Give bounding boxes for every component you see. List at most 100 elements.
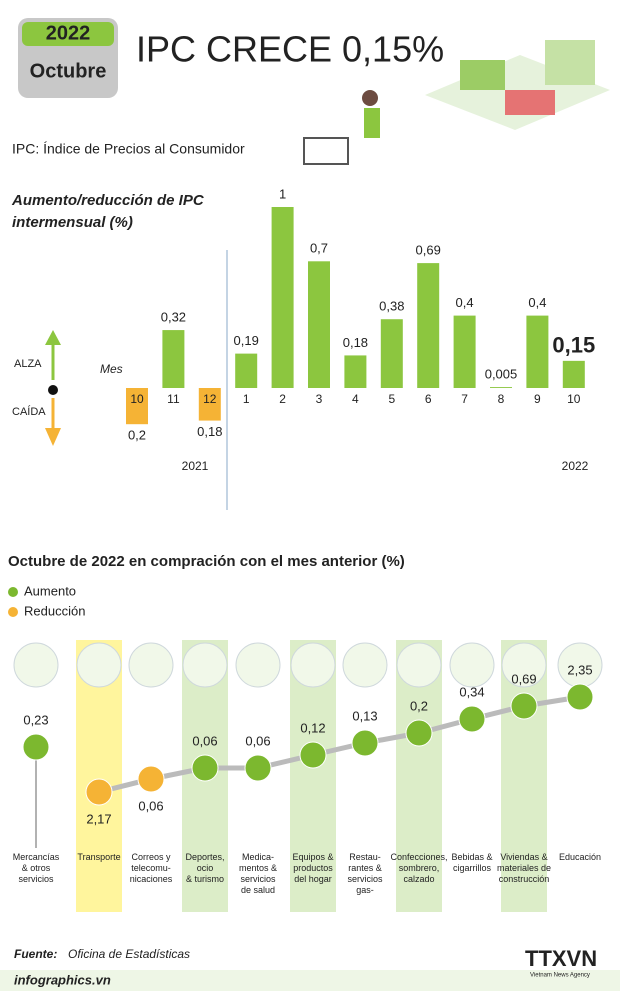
shop-stand xyxy=(505,90,555,115)
shop-stand xyxy=(460,60,505,90)
value-label: 0,15 xyxy=(552,333,595,358)
icon xyxy=(182,642,228,688)
dot xyxy=(351,729,379,757)
value-label: 2,17 xyxy=(86,811,111,826)
dot xyxy=(458,705,486,733)
x-tick-label: Medica- mentos & servicios de salud xyxy=(238,852,278,895)
legend-label: Aumento xyxy=(24,583,76,598)
value-label: 0,2 xyxy=(128,428,146,443)
year: 2022 xyxy=(46,22,91,44)
site: infographics.vn xyxy=(14,972,111,987)
x-tick-label: 2 xyxy=(279,392,286,406)
dot xyxy=(510,692,538,720)
value-label: 0,4 xyxy=(456,295,474,310)
x-tick-label: 10 xyxy=(567,392,581,406)
value-label: 0,06 xyxy=(245,733,270,748)
connector xyxy=(98,694,581,795)
value-label: 1 xyxy=(279,186,286,201)
bar xyxy=(126,388,148,425)
source: Oficina de Estadísticas xyxy=(68,947,190,961)
icon xyxy=(342,642,388,688)
x-tick-label: 3 xyxy=(316,392,323,406)
icon xyxy=(501,642,547,688)
bar xyxy=(417,263,440,388)
x-tick-label: 10 xyxy=(130,392,144,406)
x-tick-label: 7 xyxy=(461,392,468,406)
value-label: 0,69 xyxy=(416,243,441,258)
shopper xyxy=(364,108,380,138)
bar xyxy=(162,330,185,388)
value-label: 0,4 xyxy=(528,295,546,310)
up-label: ALZA xyxy=(14,358,42,370)
value-label: 2,35 xyxy=(567,662,592,677)
up-arrow-head xyxy=(45,330,61,345)
x-tick-label: 5 xyxy=(388,392,395,406)
bar xyxy=(380,319,403,388)
arrow-dot xyxy=(48,385,58,395)
bar xyxy=(490,387,512,388)
x-tick-label: Restau- rantes & servicios gas- xyxy=(347,852,383,895)
bar xyxy=(271,207,294,388)
icon xyxy=(128,642,174,688)
x-tick-label: Educación xyxy=(558,852,602,862)
footer-bar xyxy=(0,970,620,991)
value-label: 0,19 xyxy=(234,333,259,348)
x-tick-label: Confecciones, sombrero, calzado xyxy=(390,852,448,884)
badge-top xyxy=(22,22,114,46)
down-arrow-head xyxy=(45,428,61,446)
value-label: 0,18 xyxy=(197,424,222,439)
dot xyxy=(191,754,219,782)
x-tick-label: 11 xyxy=(167,392,180,406)
icon xyxy=(449,642,495,688)
icon xyxy=(235,642,281,688)
chart-title: Octubre de 2022 en compración con el mes… xyxy=(8,553,405,570)
value-label: 0,06 xyxy=(192,733,217,748)
x-tick-label: Viviendas & materiales de construcción xyxy=(496,852,552,884)
value-label: 0,34 xyxy=(459,684,484,699)
x-tick-label: 1 xyxy=(243,392,250,406)
x-label: Mes xyxy=(100,362,123,376)
bar xyxy=(198,388,221,421)
shop-shelf xyxy=(545,40,595,85)
bar xyxy=(344,355,367,388)
value-label: 0,69 xyxy=(511,671,536,686)
dot xyxy=(566,683,594,711)
x-tick-label: Equipos & productos del hogar xyxy=(292,852,334,884)
x-tick-label: 12 xyxy=(203,392,217,406)
dot xyxy=(85,778,113,806)
value-label: 0,7 xyxy=(310,241,328,256)
agency-sub: Vietnam News Agency xyxy=(530,973,590,979)
icon xyxy=(76,642,122,688)
dot xyxy=(22,733,50,761)
value-label: 0,2 xyxy=(410,698,428,713)
value-label: 0,06 xyxy=(138,798,163,813)
icon xyxy=(396,642,442,688)
dot xyxy=(137,765,165,793)
year-label: 2022 xyxy=(562,459,589,473)
month: Octubre xyxy=(30,60,107,82)
x-tick-label: Bebidas & cigarrillos xyxy=(451,852,493,873)
value-label: 0,005 xyxy=(485,367,518,382)
chart-title: Aumento/reducción de IPC intermensual (%… xyxy=(12,192,204,231)
bar xyxy=(453,315,476,388)
x-tick-label: 8 xyxy=(498,392,505,406)
x-tick-label: 4 xyxy=(352,392,359,406)
agency: TTXVN xyxy=(525,946,597,971)
title: IPC CRECE 0,15% xyxy=(136,29,444,70)
x-tick-label: 6 xyxy=(425,392,432,406)
legend-label: Reducción xyxy=(24,603,85,618)
down-label: CAÍDA xyxy=(12,405,46,418)
x-tick-label: Deportes, ocio & turismo xyxy=(185,852,225,884)
icon xyxy=(13,642,59,688)
value-label: 0,23 xyxy=(23,712,48,727)
value-label: 0,32 xyxy=(161,310,186,325)
legend-marker xyxy=(8,587,18,597)
bar xyxy=(235,353,258,388)
year-label: 2021 xyxy=(182,459,209,473)
dot xyxy=(244,754,272,782)
x-tick-label: Transporte xyxy=(77,852,121,862)
subtitle: IPC: Índice de Precios al Consumidor xyxy=(12,141,245,157)
dot xyxy=(299,741,327,769)
